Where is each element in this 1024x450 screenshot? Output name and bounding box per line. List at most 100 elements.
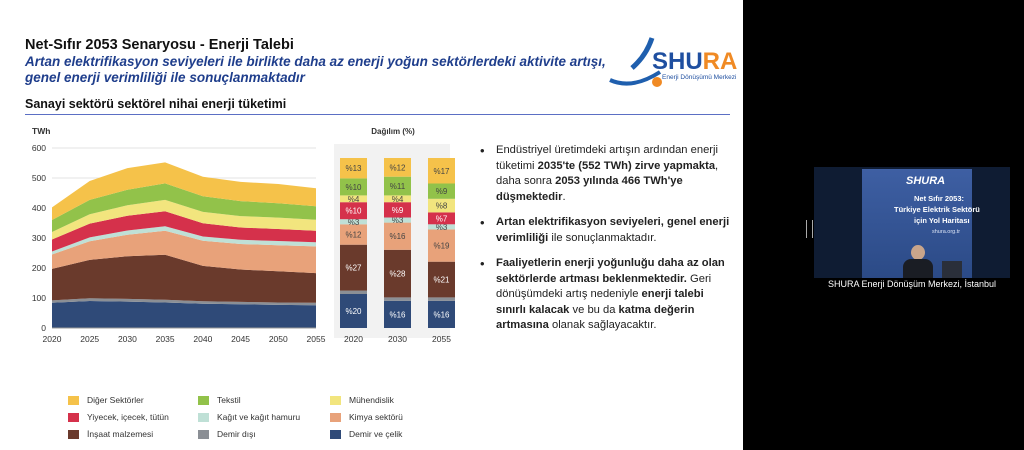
bar-segment-2030-7 [384,176,411,196]
bar-label-2020-7: %10 [345,183,362,192]
y-tick-label-0: 0 [41,323,46,333]
bar-segment-2020-6 [340,195,367,203]
bar-segment-2030-5 [384,202,411,218]
bar-label-2030-8: %12 [389,163,406,172]
bar-segment-2020-8 [340,158,367,179]
bar-label-2030-6: %4 [392,195,404,204]
legend-item-0: Diğer Sektörler [68,395,144,406]
bar-category-label-2030: 2030 [388,334,407,344]
banner-line-1: Net Sıfır 2053: [914,194,965,203]
legend-label-1: Tekstil [217,395,241,405]
bar-segment-2055-4 [428,224,455,230]
y-tick-label-200: 200 [32,263,46,273]
area-series-8 [52,162,316,220]
bar-segment-2055-6 [428,198,455,213]
bullet-1: Endüstriyel üretimdeki artışın ardından … [480,143,730,205]
area-series-2 [52,254,316,303]
legend-swatch-3 [68,413,79,423]
bar-label-2020-0: %20 [345,307,362,316]
bar-segment-2020-4 [340,219,367,225]
logo-text-shu: SHU [652,48,703,75]
x-tick-label-2045: 2045 [231,334,250,344]
bar-label-2030-4: %3 [392,216,404,225]
bar-category-label-2020: 2020 [344,334,363,344]
y-tick-label-100: 100 [32,293,46,303]
x-tick-label-2025: 2025 [80,334,99,344]
legend-swatch-6 [68,430,79,440]
bar-segment-2055-0 [428,300,455,328]
legend-label-0: Diğer Sektörler [87,395,144,405]
panel-resize-handle[interactable] [806,220,813,238]
legend-item-5: Kimya sektörü [330,412,403,423]
bar-segment-2030-1 [384,297,411,301]
speaker-video-thumbnail[interactable]: SHURA Net Sıfır 2053: Türkiye Elektrik S… [814,167,1010,291]
bar-label-2055-3: %19 [433,242,450,251]
slide-headline-line2: genel enerji verimliliği ile sonuçlanmak… [25,70,305,85]
logo-text-ra: RA [702,48,738,75]
logo-tagline: Enerji Dönüşümü Merkezi [662,74,737,81]
x-tick-label-2040: 2040 [193,334,212,344]
legend-item-4: Kağıt ve kağıt hamuru [198,412,300,423]
area-series-7 [52,183,316,232]
bullet-list: Endüstriyel üretimdeki artışın ardından … [480,143,730,344]
bar-segment-2055-5 [428,212,455,225]
bar-segment-2030-4 [384,217,411,223]
banner-line-2: Türkiye Elektrik Sektörü [894,205,980,214]
legend-swatch-7 [198,430,209,440]
bar-segment-2030-8 [384,158,411,177]
bar-segment-2030-0 [384,300,411,328]
legend-item-6: İnşaat malzemesi [68,429,154,440]
y-tick-label-400: 400 [32,203,46,213]
bar-label-2030-5: %9 [392,206,404,215]
y-tick-label-600: 600 [32,143,46,153]
legend-label-2: Mühendislik [349,395,394,405]
legend-label-7: Demir dışı [217,429,256,439]
bar-segment-2055-7 [428,183,455,199]
y-tick-label-500: 500 [32,173,46,183]
bar-chart-title: Dağılım (%) [371,127,415,136]
bar-segment-2055-2 [428,261,455,298]
bar-label-2030-0: %16 [389,310,406,319]
video-caption: SHURA Enerji Dönüşüm Merkezi, İstanbul [814,278,1010,291]
legend-swatch-0 [68,396,79,406]
charts-area: 0 100 200 300 400 500 600 TWh 2020 2025 2030 2035 20… [32,126,455,344]
legend-label-6: İnşaat malzemesi [87,429,154,439]
shura-swoosh-icon [609,37,662,87]
title-divider [25,114,730,115]
legend-item-1: Tekstil [198,395,241,406]
bar-label-2020-5: %10 [345,207,362,216]
legend-swatch-8 [330,430,341,440]
y-axis-label: TWh [32,126,50,136]
bar-segment-2020-7 [340,178,367,196]
lectern [942,261,962,279]
bar-segment-2020-1 [340,290,367,294]
bar-label-2030-2: %28 [389,270,406,279]
bar-segment-2020-3 [340,224,367,245]
area-series-5 [52,211,316,252]
banner-url: shura.org.tr [932,229,961,235]
bar-label-2055-0: %16 [433,310,450,319]
bar-label-2020-8: %13 [345,164,362,173]
slide-title: Net-Sıfır 2053 Senaryosu - Enerji Talebi [25,37,294,53]
shura-logo: SHURA Enerji Dönüşümü Merkezi [602,28,737,90]
y-tick-label-300: 300 [32,233,46,243]
bar-segment-2020-5 [340,202,367,220]
legend-item-3: Yiyecek, içecek, tütün [68,412,169,423]
bar-segment-2020-2 [340,244,367,291]
bar-label-2030-3: %16 [389,232,406,241]
bar-category-label-2055: 2055 [432,334,451,344]
slide-headline-line1: Artan elektrifikasyon seviyeleri ile bir… [25,54,606,69]
bar-segment-2030-6 [384,195,411,203]
bar-label-2020-6: %4 [348,195,360,204]
area-series-3 [52,230,316,274]
legend-item-7: Demir dışı [198,429,256,440]
bar-segment-2055-3 [428,229,455,262]
speaker-figure [900,245,936,279]
x-tick-label-2055: 2055 [307,334,326,344]
bar-label-2055-5: %7 [436,214,448,223]
legend-item-2: Mühendislik [330,395,394,406]
x-tick-label-2050: 2050 [269,334,288,344]
legend-swatch-5 [330,413,341,423]
bar-segment-2055-1 [428,297,455,301]
area-series-6 [52,199,316,240]
